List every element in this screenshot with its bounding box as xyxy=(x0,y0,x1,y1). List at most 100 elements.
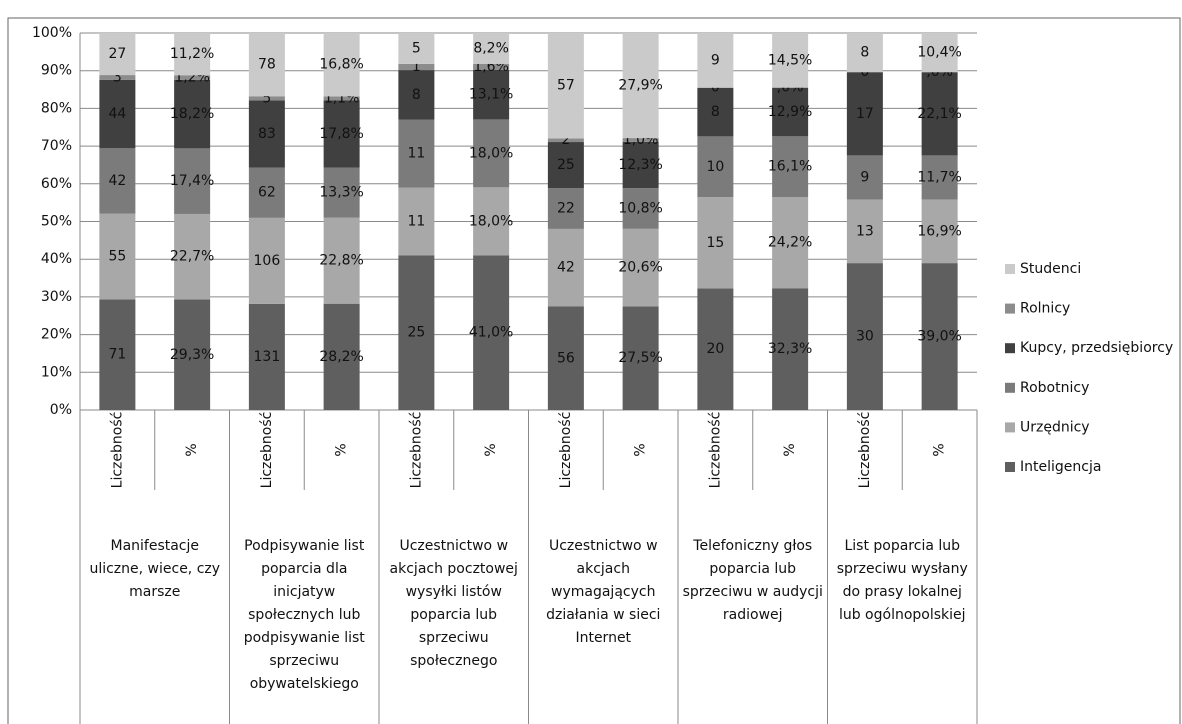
value-label: 1 xyxy=(412,59,421,75)
bar-segment xyxy=(622,138,659,142)
value-label: 106 xyxy=(254,253,281,269)
legend-label: Rolnicy xyxy=(1020,301,1070,317)
bar-segment xyxy=(323,303,360,410)
value-label: 71 xyxy=(108,347,126,363)
bar-segment xyxy=(921,155,958,200)
bar-segment xyxy=(99,33,136,76)
value-label: 42 xyxy=(108,173,126,189)
value-label: 18,0% xyxy=(469,145,513,161)
bar-segment xyxy=(174,79,211,149)
bar-segment xyxy=(547,188,584,229)
legend-swatch xyxy=(1005,264,1015,274)
bar-segment xyxy=(323,167,360,218)
value-label: 11,7% xyxy=(917,169,961,185)
bar-segment xyxy=(622,306,659,410)
bar-segment xyxy=(323,33,360,97)
value-label: 17,4% xyxy=(170,173,214,189)
group-label: Uczestnictwo w akcjach wymagających dzia… xyxy=(546,538,661,646)
value-label: 8 xyxy=(711,104,720,120)
bar-segment xyxy=(473,63,510,70)
value-label: 10,4% xyxy=(917,45,961,61)
value-label: 11 xyxy=(407,146,425,162)
bar-segment xyxy=(398,33,435,64)
bar-segment xyxy=(547,138,584,143)
legend-swatch xyxy=(1005,462,1015,472)
y-tick-label: 70% xyxy=(41,138,72,154)
bar-segment xyxy=(248,96,285,101)
bar-segment xyxy=(921,72,958,156)
value-label: 22,1% xyxy=(917,106,961,122)
x-tick-label: Liczebność xyxy=(109,412,125,489)
group-label: Telefoniczny głos poparcia lub sprzeciwu… xyxy=(682,538,823,623)
bar-segment xyxy=(473,187,510,256)
value-label: 83 xyxy=(258,126,276,142)
x-tick-label: % xyxy=(932,443,948,456)
bar-segment xyxy=(622,188,659,229)
value-label: 57 xyxy=(557,78,575,94)
bar-segment xyxy=(921,263,958,410)
bar-segment xyxy=(99,299,136,410)
value-label: 22,7% xyxy=(170,249,214,265)
bar-segment xyxy=(398,70,435,120)
value-label: 17 xyxy=(856,106,874,122)
value-label: 9 xyxy=(860,169,869,185)
x-tick-label: % xyxy=(184,443,200,456)
bar-segment xyxy=(174,33,211,76)
bar-segment xyxy=(248,33,285,97)
y-tick-label: 90% xyxy=(41,63,72,79)
bar-segment xyxy=(323,217,360,304)
legend-label: Studenci xyxy=(1020,261,1081,277)
bar-segment xyxy=(547,306,584,410)
x-tick-label: Liczebność xyxy=(857,412,873,489)
legend-swatch xyxy=(1005,343,1015,354)
value-label: 13 xyxy=(856,223,874,239)
y-tick-label: 20% xyxy=(41,327,72,343)
value-label: 13,3% xyxy=(319,185,363,201)
legend-label: Robotnicy xyxy=(1020,380,1089,396)
value-label: 5 xyxy=(412,40,421,56)
value-label: 11 xyxy=(407,214,425,230)
legend-label: Urzędnicy xyxy=(1020,419,1090,435)
value-label: 24,2% xyxy=(768,235,812,251)
bar-segment xyxy=(398,119,435,188)
value-label: 131 xyxy=(254,349,281,365)
bar-segment xyxy=(547,228,584,307)
value-label: 55 xyxy=(108,249,126,265)
bar-segment xyxy=(323,96,360,101)
legend-swatch xyxy=(1005,303,1015,314)
x-tick-label: Liczebność xyxy=(408,412,424,489)
bar-segment xyxy=(473,69,510,120)
value-label: 2 xyxy=(561,132,570,148)
bar-segment xyxy=(697,87,734,137)
x-tick-label: % xyxy=(633,443,649,456)
bar-segment xyxy=(622,141,659,189)
bar-segment xyxy=(99,79,136,149)
value-label: 8 xyxy=(860,45,869,61)
bar-segment xyxy=(174,299,211,410)
value-label: 8 xyxy=(412,87,421,103)
y-tick-label: 40% xyxy=(41,251,72,267)
value-label: 8,2% xyxy=(473,40,509,56)
bar-segment xyxy=(174,75,211,80)
bar-segment xyxy=(697,33,734,88)
y-tick-label: 100% xyxy=(32,25,72,41)
bar-segment xyxy=(248,100,285,168)
value-label: 18,0% xyxy=(469,213,513,229)
value-label: 42 xyxy=(557,260,575,276)
value-label: 39,0% xyxy=(917,329,961,345)
bar-segment xyxy=(99,75,136,80)
value-label: 44 xyxy=(108,106,126,122)
bar-segment xyxy=(697,288,734,410)
x-tick-label: % xyxy=(334,443,350,456)
y-tick-label: 80% xyxy=(41,100,72,116)
bar-segment xyxy=(846,155,883,200)
value-label: 20,6% xyxy=(618,260,662,276)
value-label: 5 xyxy=(262,90,271,106)
value-label: 10 xyxy=(706,159,724,175)
value-label: 18,2% xyxy=(170,106,214,122)
bar-segment xyxy=(473,33,510,64)
bar-segment xyxy=(846,72,883,156)
legend-label: Kupcy, przedsiębiorcy xyxy=(1020,340,1173,356)
bar-segment xyxy=(398,187,435,256)
bar-segment xyxy=(174,148,211,214)
